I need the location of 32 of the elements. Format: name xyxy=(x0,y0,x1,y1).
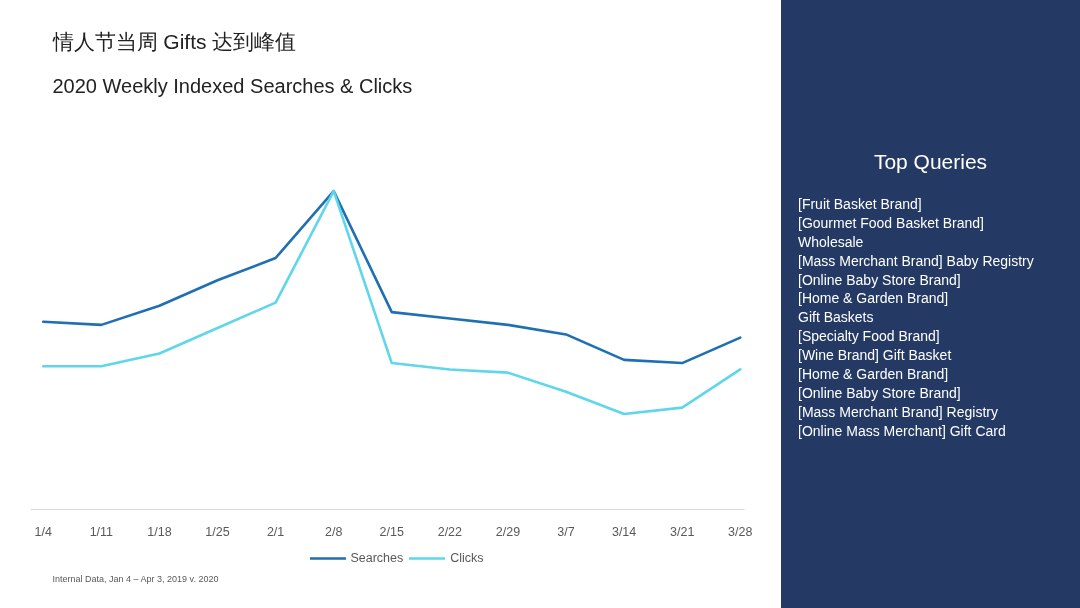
legend-label: Clicks xyxy=(450,551,484,565)
chart-title: 情人节当周 Gifts 达到峰值 xyxy=(51,29,297,53)
x-tick-label: 2/15 xyxy=(379,524,404,539)
x-tick-label: 1/11 xyxy=(89,524,114,539)
text: Top Queries xyxy=(872,149,989,175)
x-tick-label: 3/21 xyxy=(670,524,695,539)
legend-label: Searches xyxy=(350,551,404,565)
text: [Wine Brand] Gift Basket xyxy=(798,346,953,366)
text: [Mass Merchant Brand] Baby Registry xyxy=(798,251,1035,271)
x-tick-label: 2/8 xyxy=(325,524,343,539)
x-tick-label: 1/25 xyxy=(205,524,230,539)
text: Wholesale xyxy=(798,232,865,252)
x-tick-label: 1/18 xyxy=(147,524,172,539)
text: [Mass Merchant Brand] Registry xyxy=(798,402,999,422)
x-tick-label: 3/28 xyxy=(728,524,753,539)
text: [Specialty Food Brand] xyxy=(798,327,941,347)
x-tick-label: 2/1 xyxy=(266,524,285,539)
text: [Online Baby Store Brand] xyxy=(798,383,962,403)
text: [Online Baby Store Brand] xyxy=(798,270,962,290)
text: Gift Baskets xyxy=(798,308,875,328)
text: [Home & Garden Brand] xyxy=(798,289,950,309)
x-tick-label: 2/22 xyxy=(437,524,463,539)
text: [Gourmet Food Basket Brand] xyxy=(798,213,985,233)
x-tick-label: 2/29 xyxy=(495,524,521,539)
text: [Fruit Basket Brand] xyxy=(798,195,923,214)
x-tick-label: 3/14 xyxy=(611,524,637,539)
text: Internal Data, Jan 4 – Apr 3, 2019 v. 2020 xyxy=(52,573,219,584)
x-tick-label: 3/7 xyxy=(557,524,575,539)
text: [Online Mass Merchant] Gift Card xyxy=(798,421,1007,441)
x-tick-label: 1/4 xyxy=(34,524,53,539)
chart-subtitle: 2020 Weekly Indexed Searches & Clicks xyxy=(52,75,413,97)
text: [Home & Garden Brand] xyxy=(798,365,950,384)
